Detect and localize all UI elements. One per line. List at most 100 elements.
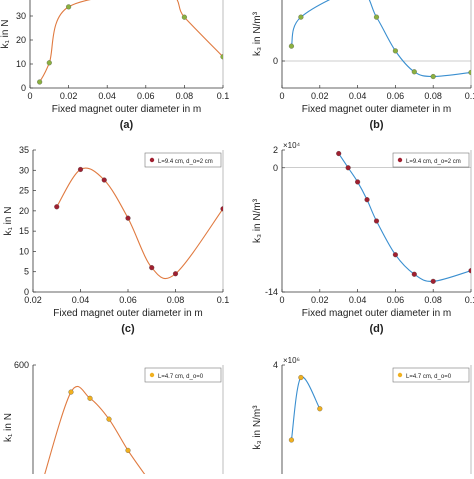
y-tick-label: 35 — [19, 145, 29, 155]
x-axis-label: Fixed magnet outer diameter in m — [52, 104, 202, 115]
data-point — [373, 218, 380, 224]
data-point — [298, 14, 304, 20]
x-tick-label: 0 — [279, 91, 284, 101]
chart-f: 4 ×10⁶ k₃ in N/m³ L=4.7 cm, d_o=0 — [252, 356, 472, 479]
y-tick-label: 0 — [24, 287, 29, 297]
series-line — [42, 386, 148, 479]
data-point — [181, 14, 187, 20]
y-tick-label: 20 — [16, 35, 26, 45]
data-point — [411, 69, 417, 75]
data-point — [468, 69, 471, 76]
series-line — [290, 0, 471, 78]
y-axis-label: k₁ in N — [0, 20, 11, 49]
x-tick-label: 0 — [279, 295, 284, 305]
y-tick-label: 30 — [16, 11, 26, 21]
legend-marker — [149, 372, 155, 378]
y-exponent-label: ×10⁶ — [283, 356, 300, 365]
x-tick-label: 0.04 — [349, 91, 367, 101]
y-tick-label: 10 — [16, 59, 26, 69]
y-axis-label: k₃ in N/m³ — [252, 198, 263, 243]
x-tick-label: 0.1 — [465, 295, 474, 305]
data-point — [288, 437, 295, 443]
data-point — [373, 14, 380, 20]
y-tick-label: 20 — [19, 206, 29, 216]
x-tick-label: 0.06 — [119, 295, 137, 305]
chart-e: 600 k₁ in N L=4.7 cm, d_o=0 — [3, 360, 224, 479]
data-point — [411, 271, 417, 277]
chart-c: 0.02 0.04 0.06 0.08 0.1 0 5 10 15 20 25 30 35 Fixed m… — [3, 145, 229, 335]
data-point — [68, 389, 74, 395]
data-point — [37, 79, 43, 85]
chart-a: 00.020.040.060.080.1010203040Fixed magne… — [0, 0, 229, 131]
legend-marker — [397, 372, 403, 378]
y-tick-label: 5 — [24, 267, 29, 277]
x-tick-label: 0.06 — [387, 91, 405, 101]
data-point — [345, 165, 351, 171]
legend-box — [144, 152, 222, 168]
legend-box — [392, 367, 470, 383]
x-tick-label: 0.1 — [465, 91, 474, 101]
data-point — [46, 60, 52, 66]
x-tick-label: 0.04 — [72, 295, 90, 305]
x-tick-label: 0.02 — [311, 91, 329, 101]
data-point — [317, 406, 323, 412]
plot-area — [288, 374, 323, 443]
legend: L=9.4 cm, d_o=2 cm — [392, 152, 470, 168]
y-tick-label: 600 — [14, 360, 29, 370]
x-axis-label: Fixed magnet outer diameter in m — [53, 308, 203, 319]
plot-area — [42, 386, 150, 479]
x-axis-label: Fixed magnet outer diameter in m — [302, 308, 452, 319]
x-tick-label: 0.02 — [60, 91, 78, 101]
y-tick-label: 2 — [273, 145, 278, 155]
data-point — [355, 179, 361, 185]
data-point — [298, 374, 304, 381]
data-point — [220, 206, 223, 212]
series-line — [290, 376, 321, 441]
data-point — [468, 268, 471, 274]
data-point — [288, 43, 295, 49]
legend-label: L=4.7 cm, d_o=0 — [158, 374, 204, 380]
x-tick-label: 0 — [27, 91, 32, 101]
y-tick-label: 0 — [273, 163, 278, 173]
y-tick-label: 0 — [273, 56, 278, 66]
legend-box — [144, 367, 222, 383]
x-tick-label: 0.02 — [311, 295, 329, 305]
data-point — [66, 4, 72, 10]
legend-marker — [397, 157, 403, 163]
x-tick-label: 0.04 — [98, 91, 116, 101]
y-exponent-label: ×10⁴ — [283, 141, 301, 150]
x-tick-label: 0.02 — [24, 295, 42, 305]
y-axis-label: k₁ in N — [3, 413, 14, 442]
y-tick-label: 30 — [19, 165, 29, 175]
data-point — [336, 151, 342, 157]
x-tick-label: 0.08 — [424, 295, 442, 305]
data-point — [125, 447, 131, 453]
y-tick-label: 4 — [273, 360, 278, 370]
y-axis-label: k₃ in N/m³ — [252, 11, 263, 56]
legend: L=4.7 cm, d_o=0 — [144, 367, 222, 383]
x-tick-label: 0.08 — [167, 295, 185, 305]
legend: L=4.7 cm, d_o=0 — [392, 367, 470, 383]
data-point — [172, 271, 179, 277]
y-tick-label: 15 — [19, 226, 29, 236]
y-tick-label: 0 — [21, 83, 26, 93]
series-line — [56, 167, 223, 280]
plot-area — [288, 0, 471, 80]
chart-b: 0 0.02 0.04 0.06 0.08 0.1 0 Fixed magnet outer … — [252, 0, 474, 131]
data-point — [106, 416, 112, 422]
data-point — [430, 73, 436, 80]
panel-caption: (a) — [120, 119, 134, 131]
data-point — [54, 204, 60, 210]
data-point — [430, 278, 436, 284]
series-line — [338, 153, 471, 282]
y-tick-label: 10 — [19, 246, 29, 256]
legend-marker — [149, 157, 155, 163]
data-point — [364, 197, 370, 203]
panel-caption: (b) — [369, 119, 383, 131]
legend-label: L=4.7 cm, d_o=0 — [406, 374, 452, 380]
legend-label: L=9.4 cm, d_o=2 cm — [158, 159, 213, 165]
y-tick-label: -14 — [265, 287, 278, 297]
series-line — [39, 0, 223, 83]
x-tick-label: 0.06 — [387, 295, 405, 305]
